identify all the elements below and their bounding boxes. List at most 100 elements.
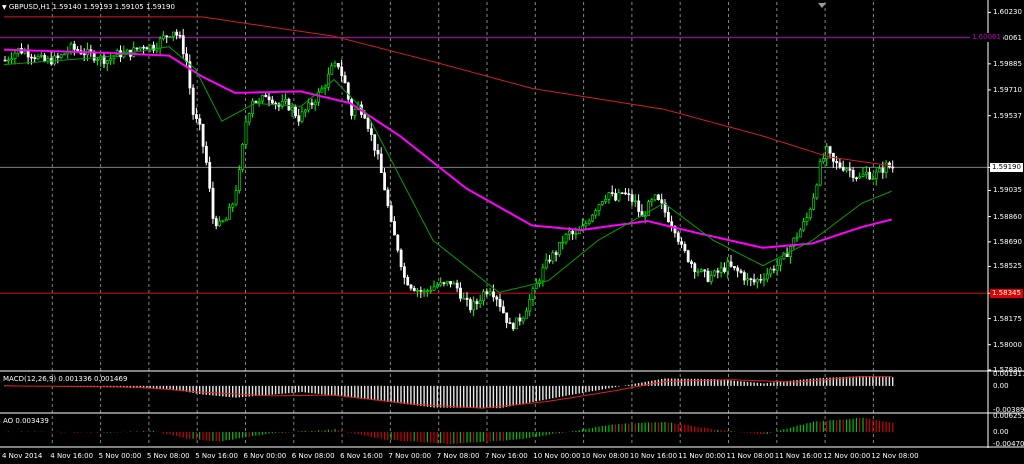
candle-body — [723, 267, 726, 272]
candle-body — [551, 252, 555, 262]
price-label: 1.60061 — [993, 33, 1022, 42]
candle-body — [261, 94, 264, 102]
macd-scale-label: 0.001917 — [993, 370, 1024, 378]
candle-body — [845, 168, 849, 171]
candle-body — [574, 233, 578, 235]
macd-scale-label: -0.003897 — [993, 406, 1024, 414]
candle-body — [567, 230, 571, 235]
candle-body — [244, 121, 248, 145]
candle-body — [452, 282, 456, 285]
candle-body — [412, 287, 416, 292]
candle-body — [399, 249, 403, 267]
candle-body — [633, 200, 637, 203]
price-label: 1.58690 — [993, 237, 1022, 246]
candle-body — [165, 35, 169, 38]
time-label: 11 Nov 08:00 — [726, 452, 774, 460]
candle-body — [264, 94, 268, 98]
price-label: 1.60230 — [993, 8, 1022, 17]
candle-body — [792, 237, 796, 247]
candle-body — [881, 168, 885, 173]
macd-label: MACD(12,26,9) 0.001336 0.001469 — [3, 375, 128, 383]
candle-body — [600, 201, 604, 205]
candle-body — [554, 252, 558, 255]
dropdown-arrow-icon[interactable]: ▼ — [2, 4, 7, 11]
time-label: 4 Nov 2014 — [2, 452, 43, 460]
candle-body — [713, 270, 717, 276]
candle-body — [864, 171, 868, 175]
candle-body — [851, 169, 855, 179]
candle-body — [874, 171, 878, 179]
candle-body — [660, 199, 664, 204]
candle-body — [201, 123, 205, 147]
candle-body — [587, 220, 591, 224]
time-label: 10 Nov 08:00 — [581, 452, 629, 460]
candle-body — [106, 60, 109, 64]
candle-body — [525, 310, 528, 319]
price-label: 1.59885 — [993, 59, 1022, 68]
candle-body — [739, 270, 743, 273]
candle-body — [501, 306, 505, 314]
candle-body — [310, 102, 314, 106]
candle-body — [637, 200, 641, 212]
candle-body — [775, 264, 779, 271]
candle-body — [195, 114, 198, 119]
candle-body — [848, 168, 852, 171]
candle-body — [548, 259, 552, 262]
candle-body — [247, 113, 251, 123]
candle-body — [379, 153, 383, 174]
candle-body — [472, 301, 476, 311]
candle-body — [746, 278, 750, 281]
panel-frames — [0, 0, 1024, 448]
candle-body — [56, 55, 60, 58]
candle-body — [561, 241, 565, 244]
candle-body — [228, 206, 231, 220]
candle-body — [732, 266, 736, 269]
candle-body — [693, 263, 697, 272]
candle-body — [765, 273, 769, 280]
candle-body — [294, 106, 297, 117]
candle-body — [112, 56, 116, 59]
candle-body — [624, 192, 627, 195]
candle-body — [353, 109, 357, 116]
candle-body — [798, 229, 802, 238]
candle-body — [327, 73, 330, 88]
candle-body — [534, 283, 538, 289]
candle-body — [343, 75, 347, 84]
price-label: 1.59537 — [993, 111, 1022, 120]
candle-body — [102, 55, 106, 64]
ao-scale-label: 0.006251 — [993, 412, 1024, 420]
moving-averages — [3, 16, 892, 294]
macd-signal-line — [4, 376, 892, 409]
scroll-marker-icon[interactable] — [818, 3, 826, 8]
candle-body — [855, 177, 858, 180]
candle-body — [393, 221, 396, 236]
candle-body — [485, 291, 489, 295]
time-label: 10 Nov 00:00 — [533, 452, 581, 460]
price-label: 1.58860 — [993, 212, 1022, 221]
candle-body — [690, 261, 693, 264]
time-label: 5 Nov 08:00 — [146, 452, 190, 460]
candle-body — [416, 290, 420, 292]
time-label: 6 Nov 16:00 — [340, 452, 383, 460]
time-label: 11 Nov 00:00 — [678, 452, 726, 460]
candle-body — [719, 267, 723, 273]
candle-body — [386, 189, 390, 206]
time-label: 10 Nov 16:00 — [629, 452, 678, 460]
candle-body — [531, 288, 535, 300]
price-label: 1.59035 — [993, 186, 1022, 195]
candle-body — [488, 291, 492, 295]
candle-body — [825, 146, 829, 159]
candle-body — [396, 234, 400, 251]
candle-body — [861, 173, 865, 177]
candle-body — [330, 65, 334, 75]
candle-body — [571, 230, 575, 235]
candle-body — [284, 99, 288, 102]
candle-body — [841, 166, 845, 171]
candle-body — [10, 58, 14, 61]
candle-body — [442, 282, 446, 284]
candle-body — [172, 31, 175, 37]
time-label: 4 Nov 16:00 — [50, 452, 94, 460]
candle-body — [82, 53, 86, 56]
candle-body — [653, 194, 657, 201]
